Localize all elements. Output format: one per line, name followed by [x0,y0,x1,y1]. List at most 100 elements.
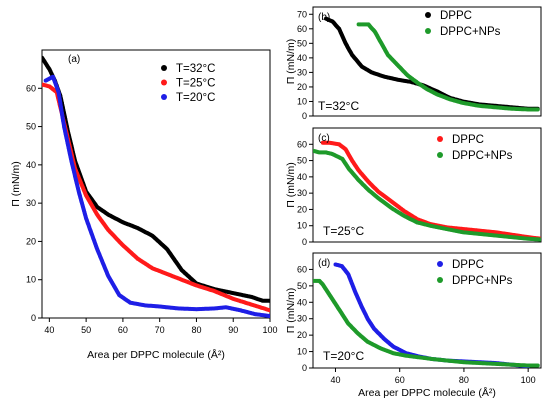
y-tick-label: 50 [26,122,36,132]
x-tick-label: 60 [118,325,128,335]
legend-marker [425,28,431,34]
y-tick-label: 30 [26,198,36,208]
y-tick-label: 20 [297,330,307,340]
y-axis-title: Π (mN/m) [285,39,297,85]
y-tick-label: 60 [297,24,307,34]
series-dppc-nps [313,278,540,368]
series-dppc-nps [356,22,540,112]
legend-label: T=32°C [176,63,215,75]
y-tick-label: 30 [297,188,307,198]
temperature-annotation: T=32°C [318,99,359,113]
legend-marker [437,152,443,158]
legend-marker [425,12,431,18]
y-tick-label: 20 [26,236,36,246]
x-tick-label: 70 [155,325,165,335]
y-tick-label: 50 [297,281,307,291]
legend-marker [437,277,443,283]
y-tick-label: 40 [297,297,307,307]
y-tick-label: 0 [302,363,307,373]
legend: DPPC DPPC+NPs [425,10,501,38]
plot-area [324,16,540,112]
x-tick-label: 40 [44,325,54,335]
legend-marker [437,261,443,267]
legend-label: T=25°C [176,78,215,90]
legend-label: DPPC+NPs [440,26,501,38]
y-tick-label: 10 [26,275,36,285]
x-axis-title: Area per DPPC molecule (Å²) [358,386,496,399]
y-tick-label: 40 [297,53,307,63]
y-tick-label: 40 [26,160,36,170]
x-tick-label: 60 [395,375,405,385]
data-point [535,107,540,112]
y-tick-label: 10 [297,347,307,357]
x-axis-title: Area per DPPC molecule (Å²) [87,348,225,361]
y-tick-label: 60 [26,83,36,93]
legend-label: DPPC+NPs [452,275,513,287]
legend-label: DPPC [440,10,472,22]
y-axis-title: Π (mN/m) [285,288,297,334]
x-tick-label: 50 [81,325,91,335]
plot-area [313,140,541,242]
legend: DPPC DPPC+NPs [437,134,513,162]
data-point [268,314,270,318]
panel-label: (c) [318,133,330,144]
temperature-annotation: T=25°C [323,224,364,238]
plot-area [42,55,270,318]
legend-marker [161,65,167,71]
y-tick-label: 40 [297,172,307,182]
x-tick-label: 100 [521,375,536,385]
series-dppc [324,16,540,111]
y-tick-label: 60 [297,139,307,149]
y-tick-label: 30 [297,314,307,324]
y-tick-label: 20 [297,82,307,92]
x-tick-label: 100 [262,325,277,335]
legend-label: T=20°C [176,92,215,104]
panel-c: 0 10 20 30 40 50 60 Π (mN/m) (c) T=25°C DPPC DPPC+N… [285,127,542,247]
legend-label: DPPC+NPs [452,150,513,162]
data-point [535,363,540,368]
data-point [539,237,541,242]
y-tick-label: 50 [297,38,307,48]
legend-marker [161,94,167,100]
plot-frame [312,6,542,117]
y-tick-label: 30 [297,67,307,77]
x-tick-label: 80 [191,325,201,335]
legend-label: DPPC [452,134,484,146]
y-tick-label: 10 [297,96,307,106]
y-axis-title: Π (mN/m) [285,162,297,208]
data-point [268,308,270,313]
y-tick-label: 20 [297,204,307,214]
legend: DPPC DPPC+NPs [437,259,513,287]
y-tick-label: 0 [31,313,36,323]
data-point [268,298,270,303]
x-tick-label: 80 [459,375,469,385]
plot-frame [312,127,542,243]
x-tick-label: 90 [228,325,238,335]
y-tick-label: 0 [302,237,307,247]
temperature-annotation: T=20°C [323,349,364,363]
panel-label: (a) [68,54,80,65]
plot-area [313,262,540,368]
panel-label: (b) [318,12,330,23]
legend-marker [161,79,167,86]
legend-label: DPPC [452,259,484,271]
plot-frame [41,49,271,319]
panel-label: (d) [318,258,330,269]
series-dppc-nps [313,148,541,242]
legend-marker [437,136,443,142]
y-axis-title: Π (mN/m) [10,161,22,207]
y-tick-label: 10 [297,221,307,231]
y-tick-label: 0 [302,111,307,121]
panel-d: 0 10 20 30 40 50 60 40 60 80 100 Π (mN/m) Area per D… [285,252,542,399]
legend: T=32°C T=25°C T=20°C [161,63,215,104]
y-tick-label: 70 [297,9,307,19]
y-tick-label: 50 [297,156,307,166]
series-t-20-c [43,74,270,318]
x-tick-label: 40 [330,375,340,385]
series-t-25-c [42,82,270,313]
y-tick-label: 60 [297,264,307,274]
panel-a: 0 10 20 30 40 50 60 40 50 60 70 80 90 100 Π (mN/m) Area… [10,49,278,361]
